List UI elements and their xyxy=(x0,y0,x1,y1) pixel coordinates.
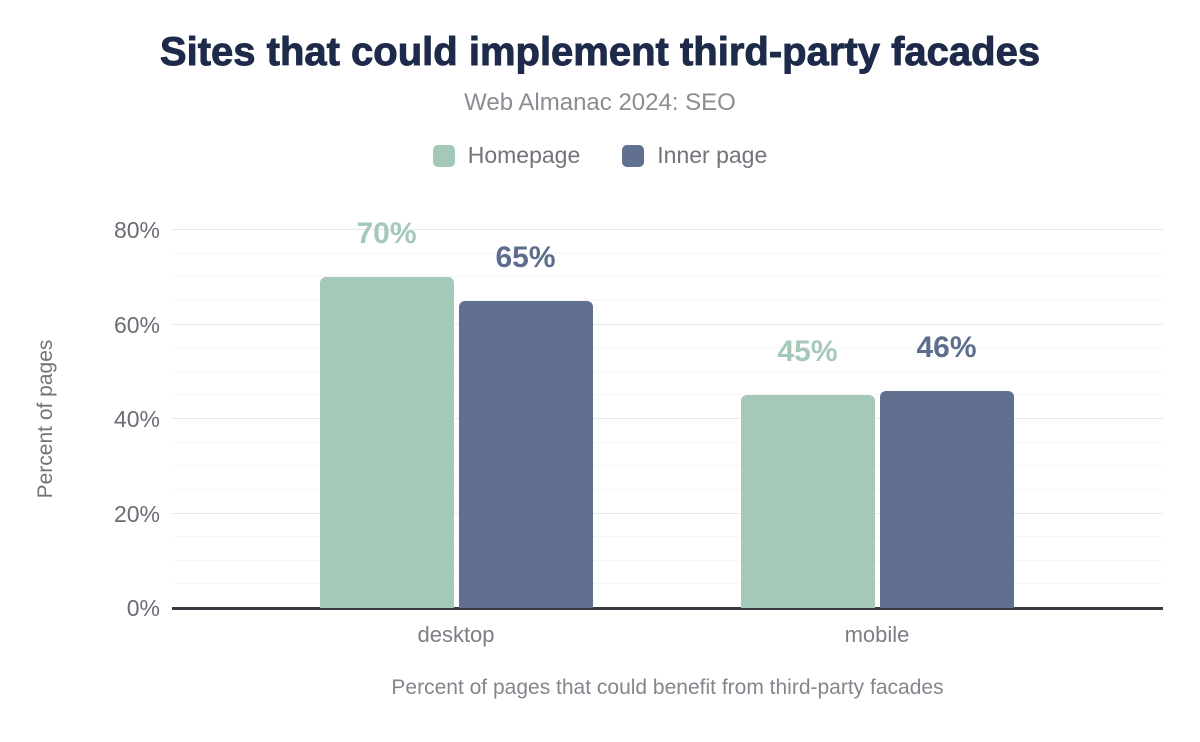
minor-gridline xyxy=(172,347,1163,349)
chart-title: Sites that could implement third-party f… xyxy=(159,30,1041,75)
x-tick-label-desktop: desktop xyxy=(417,622,495,647)
bar-desktop-homepage xyxy=(319,277,454,608)
minor-gridline xyxy=(172,583,1163,585)
y-tick-label: 80% xyxy=(113,217,160,243)
minor-gridline xyxy=(172,370,1163,372)
major-gridline xyxy=(172,512,1163,514)
bar-mobile-inner-page xyxy=(879,390,1014,608)
y-tick-label: 20% xyxy=(113,500,160,527)
minor-gridline xyxy=(172,252,1163,254)
chart-subtitle: Web Almanac 2024: SEO xyxy=(464,89,736,116)
bar-value-label: 46% xyxy=(916,330,977,364)
y-tick-label: 60% xyxy=(113,311,160,338)
minor-gridline xyxy=(172,488,1163,490)
minor-gridline xyxy=(172,441,1163,443)
minor-gridline xyxy=(172,465,1163,467)
legend-label: Homepage xyxy=(467,142,581,168)
major-gridline xyxy=(172,323,1163,325)
legend-label: Inner page xyxy=(657,142,768,168)
minor-gridline xyxy=(172,299,1163,301)
legend-swatch-icon xyxy=(622,144,645,167)
minor-gridline xyxy=(172,276,1163,278)
y-tick-label: 40% xyxy=(113,406,160,432)
bar-value-label: 70% xyxy=(356,217,417,251)
minor-gridline xyxy=(172,394,1163,396)
minor-gridline xyxy=(172,536,1163,538)
minor-gridline xyxy=(172,559,1163,561)
major-gridline xyxy=(172,418,1163,419)
legend-swatch-icon xyxy=(432,144,455,167)
x-axis-line xyxy=(172,607,1163,610)
bar-value-label: 65% xyxy=(495,240,556,274)
bar-desktop-inner-page xyxy=(458,300,593,608)
major-gridline xyxy=(172,229,1163,230)
x-tick-label-mobile: mobile xyxy=(844,622,910,647)
legend-item-homepage: Homepage xyxy=(432,142,581,169)
bar-mobile-homepage xyxy=(740,395,875,608)
legend: Homepage Inner page xyxy=(0,142,1200,169)
x-axis-caption: Percent of pages that could benefit from… xyxy=(391,676,944,699)
y-tick-label: 0% xyxy=(126,595,160,621)
legend-item-inner-page: Inner page xyxy=(622,142,767,169)
plot-area: 0% 20% 40% 60% 80% 70% 65% desktop 45% 46% mobile xyxy=(114,218,1163,647)
bar-value-label: 45% xyxy=(777,335,838,369)
